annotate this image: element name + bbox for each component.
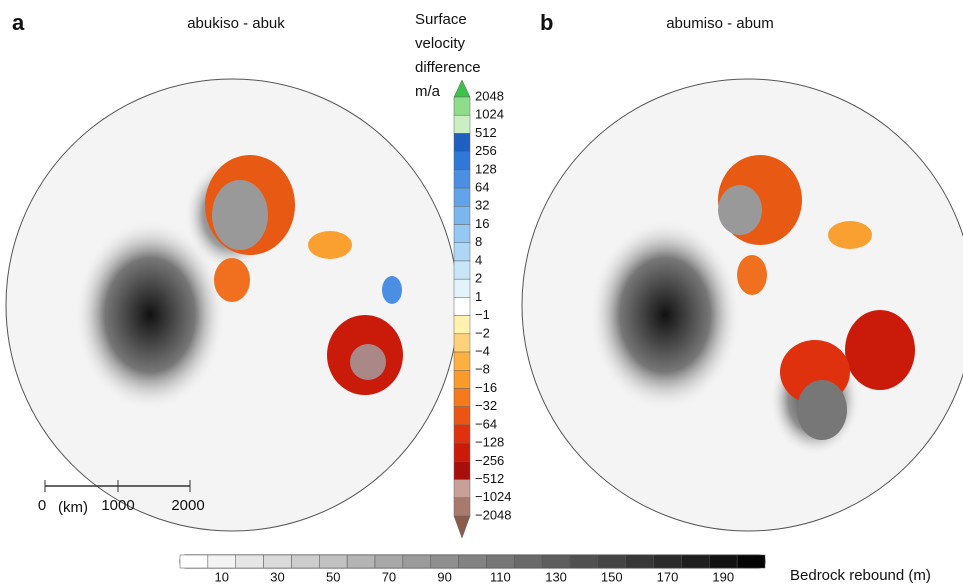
colorbar-segment <box>453 133 471 152</box>
colorbar-label: −16 <box>475 380 497 395</box>
colorbar-segment <box>453 151 471 171</box>
colorbar-label: −64 <box>475 416 497 431</box>
colorbar-segment <box>453 388 471 407</box>
map-a <box>5 78 459 532</box>
colorbar-segment <box>709 554 738 569</box>
colorbar-segment <box>453 442 471 462</box>
colorbar-title: m/a <box>415 83 441 100</box>
colorbar-label: 256 <box>475 143 497 158</box>
colorbar-title: velocity <box>415 35 466 52</box>
panel-title: abumiso - abum <box>666 15 774 32</box>
colorbar-label: 64 <box>475 180 489 195</box>
rebound-title: Bedrock rebound (m) <box>790 567 931 584</box>
colorbar-segment <box>597 554 626 569</box>
colorbar-segment <box>453 96 471 116</box>
colorbar-label: 10 <box>215 569 229 584</box>
colorbar-label: 1024 <box>475 107 504 122</box>
colorbar-extend-bottom <box>453 515 471 539</box>
colorbar-label: 1 <box>475 289 482 304</box>
colorbar-label: 150 <box>601 569 623 584</box>
colorbar-label: −128 <box>475 435 504 450</box>
colorbar-segment <box>453 479 471 499</box>
colorbar-label: −1024 <box>475 489 512 504</box>
scale-unit: (km) <box>58 499 88 516</box>
colorbar-segment <box>453 242 471 262</box>
colorbar-segment <box>374 554 404 569</box>
colorbar-segment <box>541 554 571 569</box>
colorbar-segment <box>453 406 471 426</box>
colorbar-segment <box>263 554 292 569</box>
colorbar-segment <box>291 554 320 569</box>
colorbar-segment <box>453 497 471 517</box>
colorbar-label: −4 <box>475 343 490 358</box>
map-b <box>521 78 963 532</box>
colorbar-label: 70 <box>382 569 396 584</box>
colorbar-label: 16 <box>475 216 489 231</box>
colorbar-segment <box>486 554 515 569</box>
colorbar-label: 4 <box>475 252 482 267</box>
colorbar-segment <box>453 424 471 444</box>
colorbar-label: −1 <box>475 307 490 322</box>
colorbar-segment <box>453 206 471 225</box>
panel-label: b <box>540 10 553 35</box>
colorbar-label: 8 <box>475 234 482 249</box>
colorbar-segment <box>453 297 471 316</box>
colorbar-label: 128 <box>475 161 497 176</box>
colorbar-label: −512 <box>475 471 504 486</box>
colorbar-segment <box>453 114 471 134</box>
colorbar-label: −2 <box>475 325 490 340</box>
colorbar-segment <box>453 260 471 280</box>
colorbar-label: −2048 <box>475 507 512 522</box>
colorbar-label: 512 <box>475 125 497 140</box>
colorbar-segment <box>453 169 471 189</box>
colorbar-segment <box>453 370 471 389</box>
panel-title: abukiso - abuk <box>187 15 285 32</box>
colorbar-title: Surface <box>415 11 467 28</box>
colorbar-label: −8 <box>475 362 490 377</box>
colorbar-segment <box>569 554 599 569</box>
colorbar-label: 30 <box>270 569 284 584</box>
colorbar-segment <box>736 554 766 569</box>
colorbar-segment <box>453 461 471 480</box>
colorbar-segment <box>430 554 459 569</box>
colorbar-segment <box>235 554 264 569</box>
colorbar-segment <box>653 554 682 569</box>
colorbar-label: 170 <box>657 569 679 584</box>
colorbar-segment <box>458 554 487 569</box>
colorbar-segment <box>514 554 543 569</box>
scale-label: 1000 <box>101 497 134 514</box>
colorbar-label: 2 <box>475 271 482 286</box>
colorbar-segment <box>402 554 431 569</box>
panel-label: a <box>12 10 25 35</box>
colorbar-extend-top <box>453 79 471 98</box>
colorbar-label: −32 <box>475 398 497 413</box>
colorbar-label: 32 <box>475 198 489 213</box>
colorbar-label: 2048 <box>475 88 504 103</box>
colorbar-label: 130 <box>545 569 567 584</box>
colorbar-label: −256 <box>475 453 504 468</box>
colorbar-segment <box>346 554 376 569</box>
colorbar-segment <box>453 278 471 298</box>
scale-label: 2000 <box>171 497 204 514</box>
colorbar-segment <box>453 187 471 207</box>
scale-label: 0 <box>38 497 46 514</box>
scale-bar <box>44 480 191 492</box>
colorbar-segment <box>681 554 710 569</box>
colorbar-segment <box>625 554 654 569</box>
colorbar-segment <box>453 333 471 353</box>
colorbar-segment <box>453 224 471 243</box>
colorbar-segment <box>453 351 471 371</box>
colorbar-label: 190 <box>712 569 734 584</box>
colorbar-label: 90 <box>437 569 451 584</box>
colorbar-segment <box>207 554 236 569</box>
colorbar-title: difference <box>415 59 481 76</box>
colorbar-segment <box>453 315 471 335</box>
colorbar-segment <box>319 554 348 569</box>
colorbar-label: 110 <box>490 569 511 584</box>
colorbar-label: 50 <box>326 569 340 584</box>
colorbar-segment <box>179 554 209 569</box>
